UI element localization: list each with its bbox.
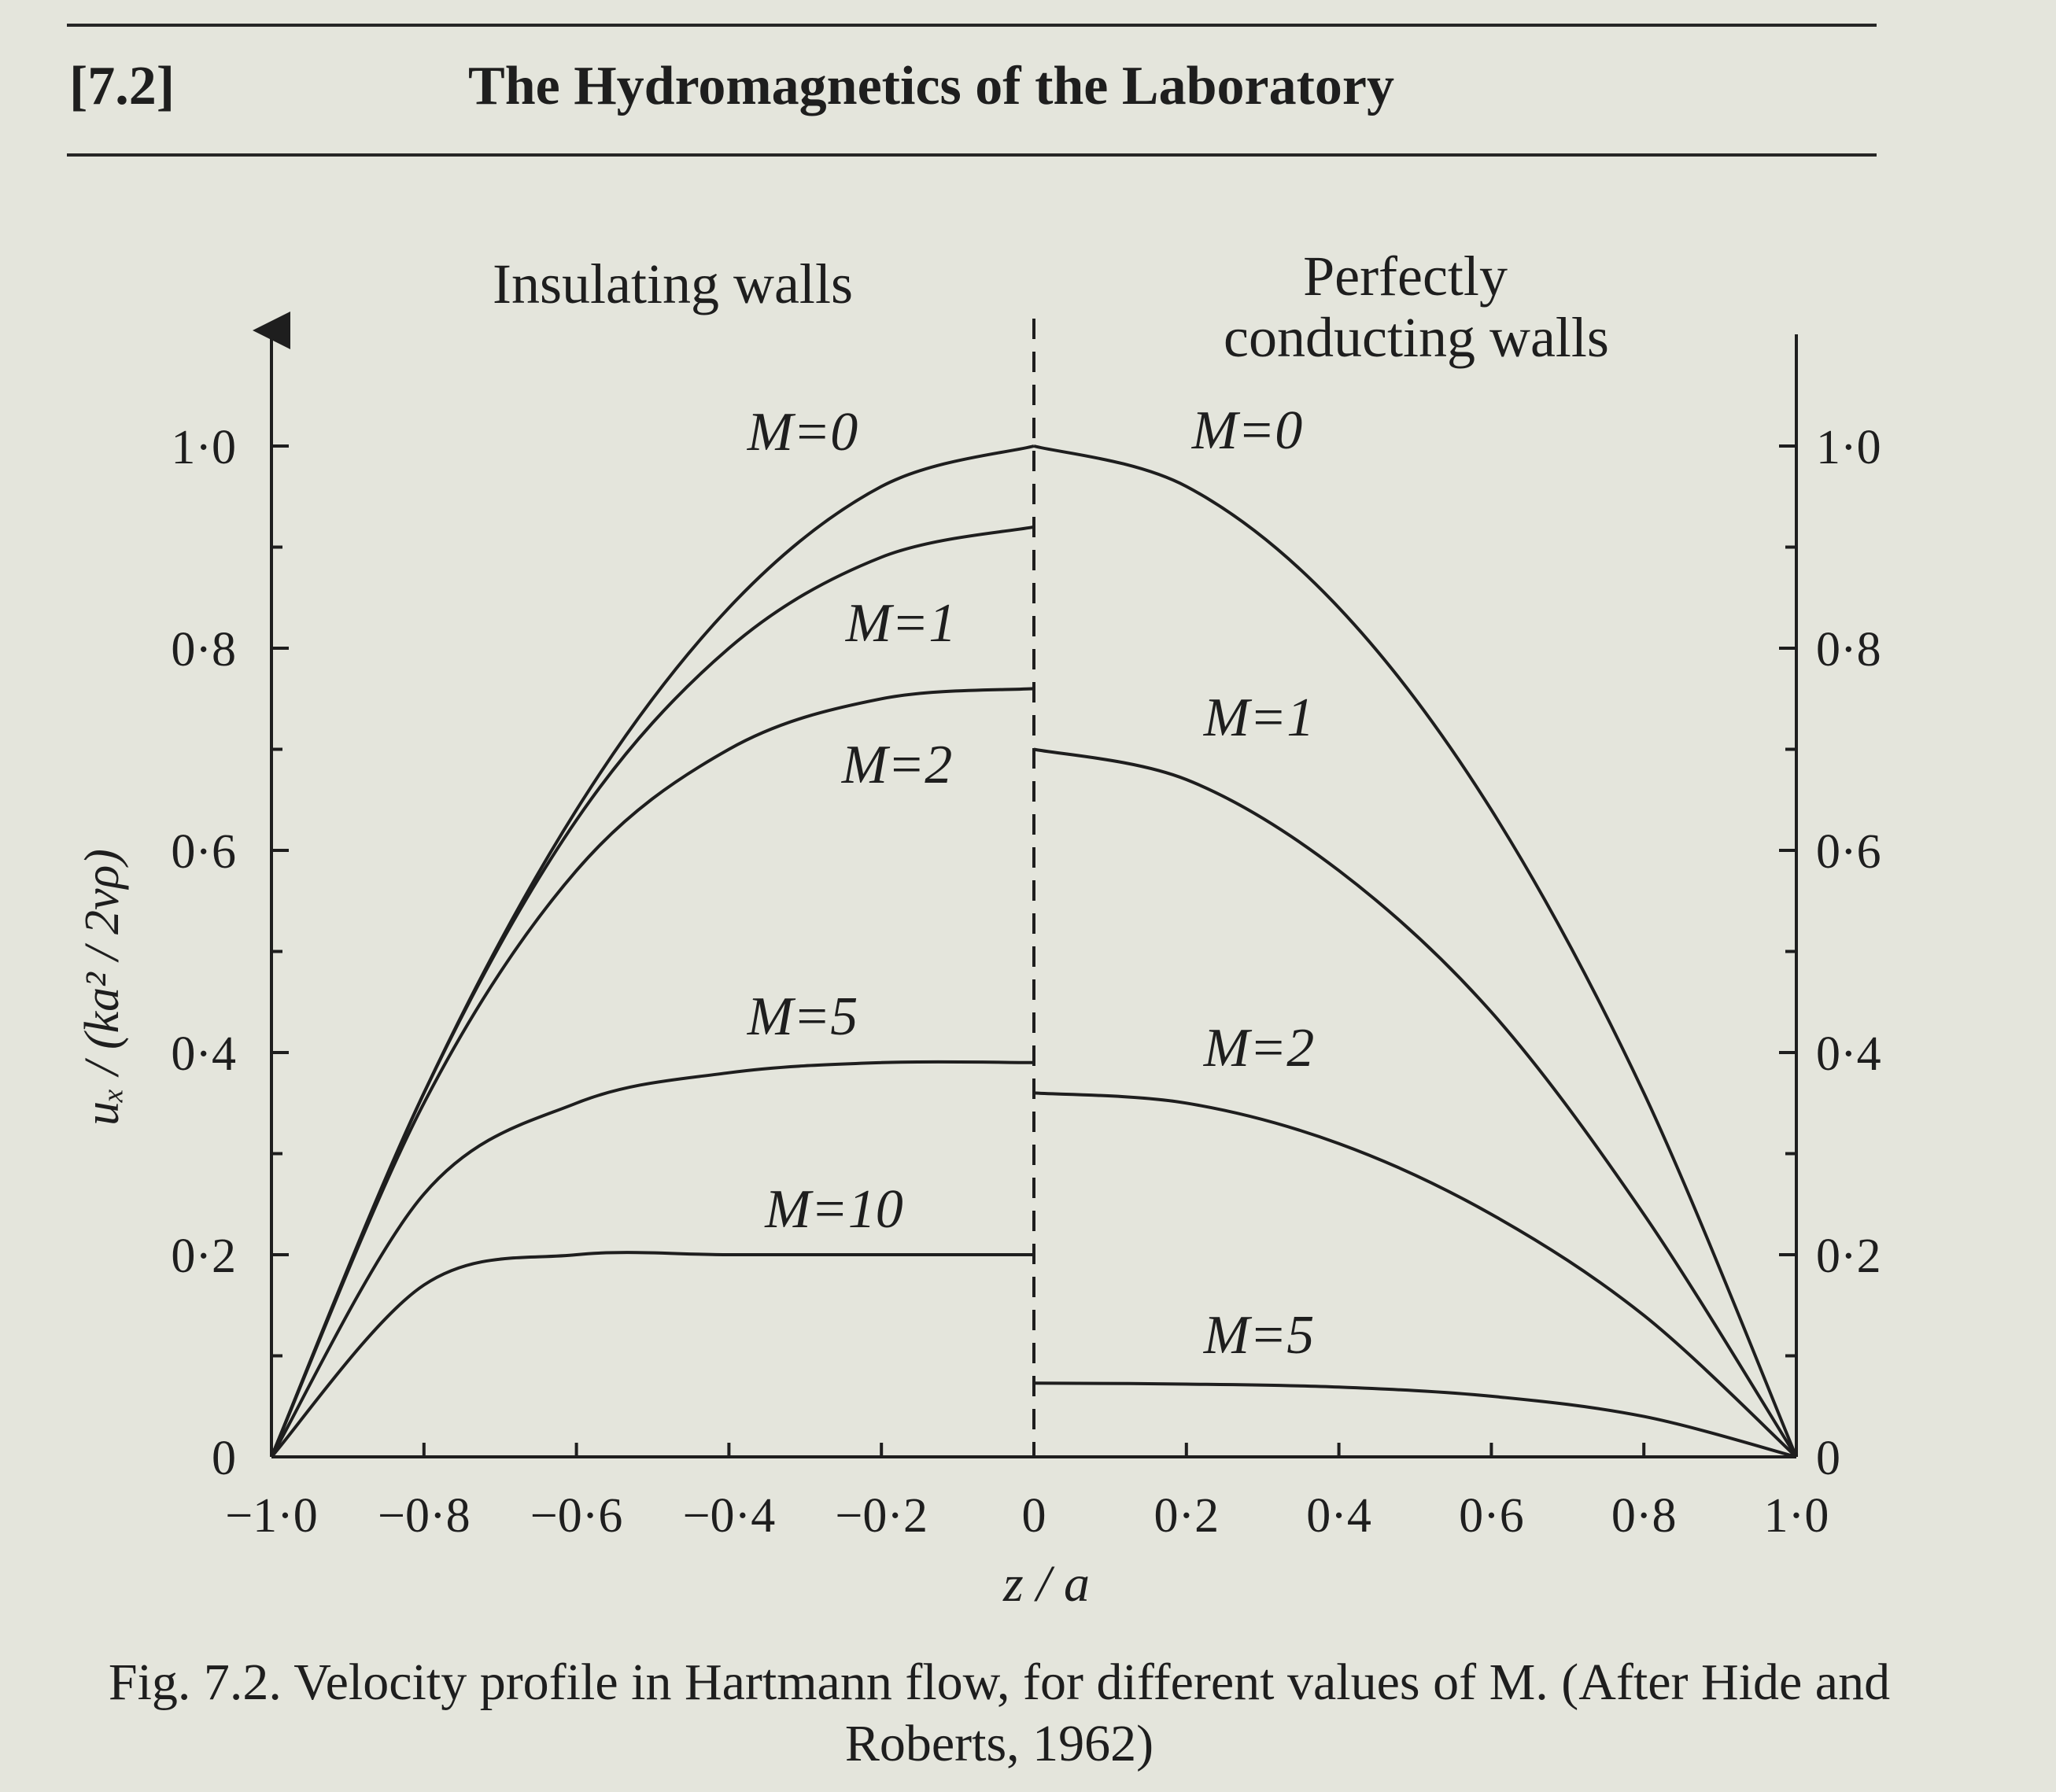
y-tick-label-right: 0·2	[1816, 1230, 1881, 1283]
y-tick-label-left: 0·2	[171, 1230, 236, 1283]
y-tick-label-right: 0·4	[1816, 1027, 1881, 1081]
x-tick-label: 0·8	[1611, 1489, 1677, 1543]
x-tick-label: 0	[1022, 1489, 1046, 1543]
series-label: M=2	[841, 735, 953, 795]
curve-insulating-M2	[270, 687, 1035, 1458]
curve-insulating-M10	[270, 1251, 1034, 1458]
x-tick-label: 1·0	[1764, 1489, 1829, 1543]
y-tick-label-left: 0	[212, 1432, 236, 1485]
y-axis-label: uₓ / (ka² / 2νρ)	[76, 849, 129, 1126]
panel-title-conducting: Perfectly conducting walls	[1224, 245, 1609, 369]
x-tick-label: 0·4	[1306, 1489, 1371, 1543]
series-label: M=0	[747, 402, 858, 463]
panel-title-conducting-line2: conducting walls	[1224, 306, 1609, 369]
x-tick-label: −0·8	[378, 1489, 471, 1543]
x-tick-label: 0·2	[1154, 1489, 1219, 1543]
figure-caption: Fig. 7.2. Velocity profile in Hartmann f…	[108, 1654, 1891, 1772]
curve-conducting-M1	[1033, 747, 1798, 1458]
y-tick-label-right: 0	[1816, 1432, 1840, 1485]
series-label: M=2	[1203, 1018, 1315, 1079]
series-label: M=5	[1203, 1305, 1315, 1366]
series-label: M=0	[1191, 400, 1303, 461]
curve-insulating-M5	[270, 1060, 1035, 1458]
header-bottom-rule	[67, 153, 1877, 157]
y-tick-label-left: 0·8	[171, 623, 236, 677]
y-tick-label-right: 0·8	[1816, 623, 1881, 677]
y-tick-label-right: 1·0	[1816, 421, 1881, 474]
x-tick-label: −0·4	[683, 1489, 776, 1543]
y-tick-label-left: 0·4	[171, 1027, 236, 1081]
x-tick-label: 0·6	[1459, 1489, 1524, 1543]
series-label: M=5	[747, 986, 858, 1047]
y-tick-label-left: 0·6	[171, 825, 236, 879]
series-label: M=10	[764, 1179, 903, 1240]
panel-title-insulating: Insulating walls	[493, 253, 853, 315]
x-tick-label: −1·0	[225, 1489, 318, 1543]
curve-conducting-M5	[1033, 1381, 1797, 1458]
section-number: [7.2]	[69, 56, 175, 116]
x-axis-label: z / a	[1002, 1555, 1090, 1613]
curve-insulating-M1	[270, 525, 1035, 1458]
series-label: M=1	[845, 593, 957, 654]
x-tick-label: −0·2	[835, 1489, 928, 1543]
curve-conducting-M0	[1033, 444, 1798, 1458]
running-title: The Hydromagnetics of the Laboratory	[468, 56, 1394, 116]
y-tick-label-left: 1·0	[171, 421, 236, 474]
panel-title-conducting-line1: Perfectly	[1303, 245, 1508, 308]
y-tick-label-right: 0·6	[1816, 825, 1881, 879]
x-tick-label: −0·6	[530, 1489, 623, 1543]
curve-conducting-M2	[1033, 1091, 1798, 1458]
series-label: M=1	[1203, 688, 1315, 748]
header-top-rule	[67, 24, 1877, 27]
